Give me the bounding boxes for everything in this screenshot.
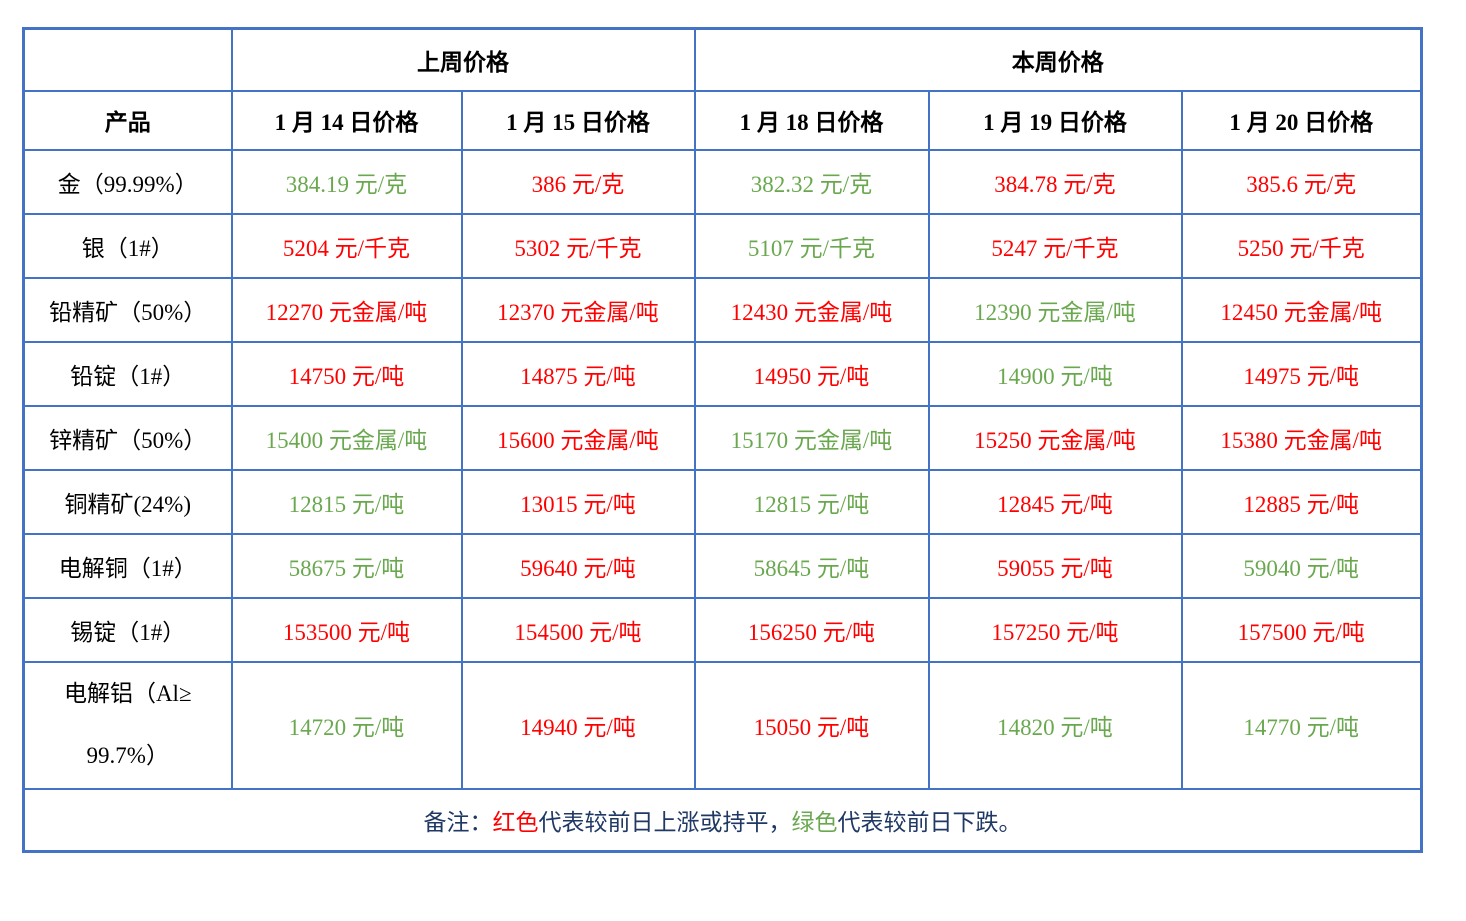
- price-cell: 5302 元/千克: [460, 212, 696, 279]
- price-cell: 14900 元/吨: [927, 340, 1183, 407]
- product-name: 铅精矿（50%）: [22, 276, 233, 343]
- price-cell: 156250 元/吨: [693, 596, 930, 663]
- table-row: 锡锭（1#） 153500 元/吨 154500 元/吨 156250 元/吨 1572…: [22, 596, 1423, 663]
- product-name: 电解铝（Al≥ 99.7%）: [22, 660, 233, 790]
- price-cell: 12845 元/吨: [927, 468, 1183, 535]
- price-cell: 153500 元/吨: [230, 596, 463, 663]
- table-row: 锌精矿（50%） 15400 元金属/吨 15600 元金属/吨 15170 元金属/…: [22, 404, 1423, 471]
- product-name: 银（1#）: [22, 212, 233, 279]
- date-header-jan15: 1 月 15 日价格: [460, 89, 696, 151]
- product-name: 锌精矿（50%）: [22, 404, 233, 471]
- price-cell: 12370 元金属/吨: [460, 276, 696, 343]
- date-header-jan20: 1 月 20 日价格: [1180, 89, 1423, 151]
- last-week-header: 上周价格: [230, 27, 696, 92]
- price-cell: 15400 元金属/吨: [230, 404, 463, 471]
- price-cell: 12885 元/吨: [1180, 468, 1423, 535]
- price-cell: 157250 元/吨: [927, 596, 1183, 663]
- date-header-row: 产品 1 月 14 日价格 1 月 15 日价格 1 月 18 日价格 1 月 …: [22, 89, 1423, 151]
- table-row: 铅锭（1#） 14750 元/吨 14875 元/吨 14950 元/吨 14900 元…: [22, 340, 1423, 407]
- price-cell: 14950 元/吨: [693, 340, 930, 407]
- price-cell: 15050 元/吨: [693, 660, 930, 790]
- price-cell: 59055 元/吨: [927, 532, 1183, 599]
- price-cell: 59040 元/吨: [1180, 532, 1423, 599]
- price-cell: 5107 元/千克: [693, 212, 930, 279]
- price-cell: 59640 元/吨: [460, 532, 696, 599]
- price-cell: 14720 元/吨: [230, 660, 463, 790]
- price-cell: 15600 元金属/吨: [460, 404, 696, 471]
- table-row: 电解铝（Al≥ 99.7%） 14720 元/吨 14940 元/吨 15050 元/…: [22, 660, 1423, 790]
- price-cell: 384.78 元/克: [927, 148, 1183, 215]
- price-cell: 14940 元/吨: [460, 660, 696, 790]
- price-cell: 154500 元/吨: [460, 596, 696, 663]
- product-name: 金（99.99%）: [22, 148, 233, 215]
- price-cell: 13015 元/吨: [460, 468, 696, 535]
- price-cell: 12815 元/吨: [693, 468, 930, 535]
- product-column-header: 产品: [22, 89, 233, 151]
- price-cell: 14875 元/吨: [460, 340, 696, 407]
- note-green-desc: 代表较前日下跌。: [837, 809, 1022, 835]
- note-row: 备注：红色代表较前日上涨或持平，绿色代表较前日下跌。: [22, 787, 1423, 853]
- date-header-jan18: 1 月 18 日价格: [693, 89, 930, 151]
- price-cell: 14770 元/吨: [1180, 660, 1423, 790]
- price-cell: 12390 元金属/吨: [927, 276, 1183, 343]
- price-cell: 15250 元金属/吨: [927, 404, 1183, 471]
- price-cell: 384.19 元/克: [230, 148, 463, 215]
- price-cell: 12450 元金属/吨: [1180, 276, 1423, 343]
- table-row: 金（99.99%） 384.19 元/克 386 元/克 382.32 元/克 384.…: [22, 148, 1423, 215]
- week-header-row: 上周价格 本周价格: [22, 27, 1423, 92]
- product-name: 铜精矿(24%): [22, 468, 233, 535]
- note-red-desc: 代表较前日上涨或持平，: [538, 809, 792, 835]
- price-cell: 5204 元/千克: [230, 212, 463, 279]
- note-red-label: 红色: [492, 809, 539, 835]
- product-name: 铅锭（1#）: [22, 340, 233, 407]
- table-row: 铅精矿（50%） 12270 元金属/吨 12370 元金属/吨 12430 元金属/…: [22, 276, 1423, 343]
- price-cell: 382.32 元/克: [693, 148, 930, 215]
- price-cell: 5250 元/千克: [1180, 212, 1423, 279]
- note-green-label: 绿色: [791, 809, 838, 835]
- price-cell: 14750 元/吨: [230, 340, 463, 407]
- price-cell: 157500 元/吨: [1180, 596, 1423, 663]
- note-prefix: 备注：: [423, 809, 493, 835]
- table-row: 电解铜（1#） 58675 元/吨 59640 元/吨 58645 元/吨 59055 …: [22, 532, 1423, 599]
- price-cell: 14975 元/吨: [1180, 340, 1423, 407]
- date-header-jan19: 1 月 19 日价格: [927, 89, 1183, 151]
- metal-price-table: 上周价格 本周价格 产品 1 月 14 日价格 1 月 15 日价格 1 月 1…: [22, 27, 1423, 853]
- table-row: 铜精矿(24%) 12815 元/吨 13015 元/吨 12815 元/吨 12845…: [22, 468, 1423, 535]
- note-cell: 备注：红色代表较前日上涨或持平，绿色代表较前日下跌。: [22, 787, 1423, 853]
- price-cell: 58675 元/吨: [230, 532, 463, 599]
- product-name: 锡锭（1#）: [22, 596, 233, 663]
- product-name: 电解铜（1#）: [22, 532, 233, 599]
- price-cell: 5247 元/千克: [927, 212, 1183, 279]
- this-week-header: 本周价格: [693, 27, 1423, 92]
- table-body: 金（99.99%） 384.19 元/克 386 元/克 382.32 元/克 384.…: [22, 148, 1423, 790]
- table-row: 银（1#） 5204 元/千克 5302 元/千克 5107 元/千克 5247 元/千…: [22, 212, 1423, 279]
- corner-empty-cell: [22, 27, 233, 92]
- price-cell: 12430 元金属/吨: [693, 276, 930, 343]
- date-header-jan14: 1 月 14 日价格: [230, 89, 463, 151]
- price-cell: 15380 元金属/吨: [1180, 404, 1423, 471]
- price-cell: 15170 元金属/吨: [693, 404, 930, 471]
- price-cell: 58645 元/吨: [693, 532, 930, 599]
- price-cell: 14820 元/吨: [927, 660, 1183, 790]
- price-cell: 12815 元/吨: [230, 468, 463, 535]
- price-cell: 385.6 元/克: [1180, 148, 1423, 215]
- price-cell: 12270 元金属/吨: [230, 276, 463, 343]
- price-cell: 386 元/克: [460, 148, 696, 215]
